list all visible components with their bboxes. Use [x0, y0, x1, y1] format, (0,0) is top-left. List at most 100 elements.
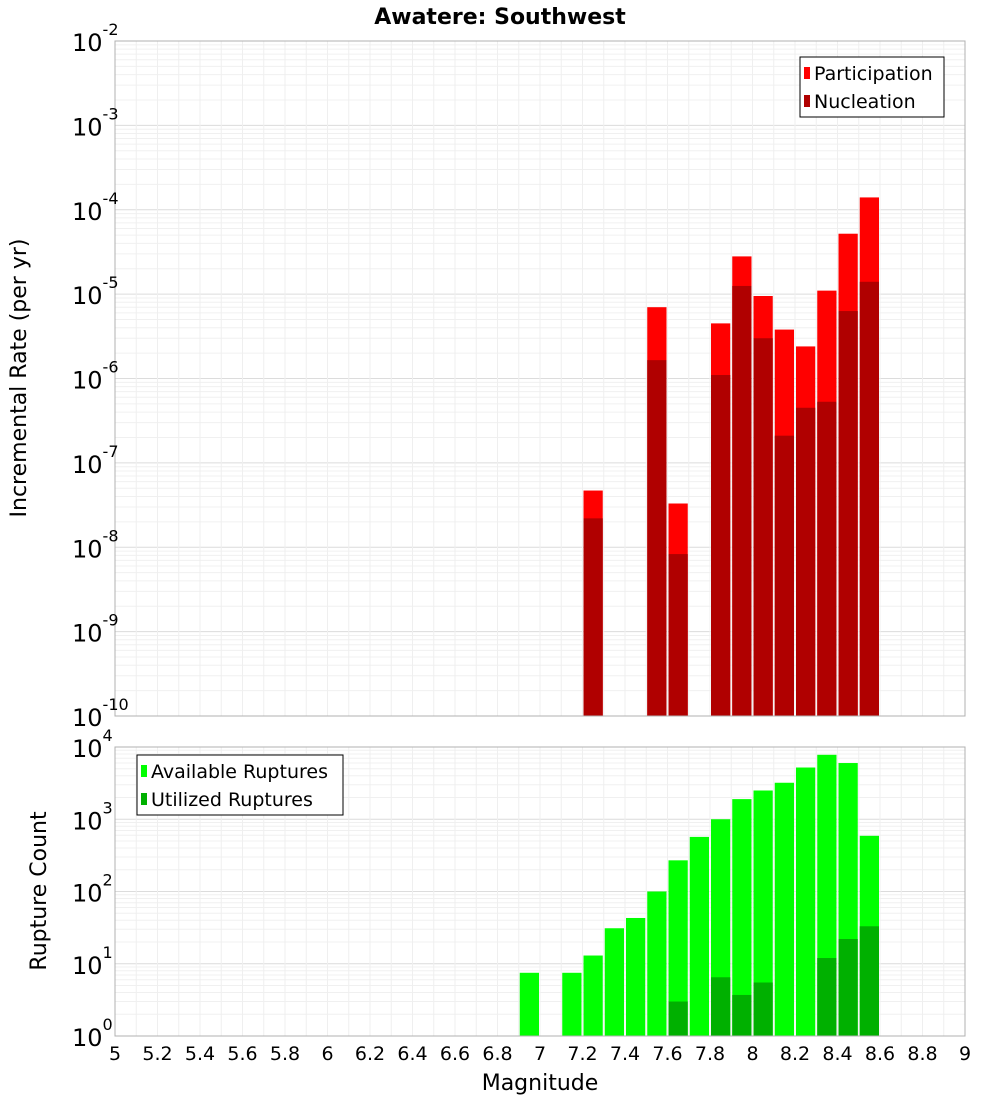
- y-tick-exponent: -3: [103, 104, 119, 123]
- y-tick-label: 102: [72, 871, 113, 908]
- count-bar-utilized-ruptures: [732, 994, 752, 1036]
- x-tick-label: 8: [746, 1043, 758, 1065]
- y-tick-label: 101: [72, 943, 113, 980]
- legend-swatch: [141, 765, 147, 777]
- legend-box: [136, 754, 344, 816]
- count-bar-utilized-ruptures: [859, 926, 879, 1036]
- count-bar-utilized-ruptures: [668, 1001, 688, 1036]
- x-tick-label: 6.2: [355, 1043, 385, 1065]
- count-bar-available-ruptures: [732, 799, 752, 1036]
- rate-bar-nucleation: [817, 401, 837, 716]
- count-bar-available-ruptures: [562, 972, 582, 1036]
- rate-bar-nucleation: [838, 311, 858, 716]
- x-tick-label: 6: [321, 1043, 333, 1065]
- x-tick-label: 5.6: [227, 1043, 257, 1065]
- y-tick-label: 10-3: [72, 104, 119, 141]
- count-bar-available-ruptures: [626, 917, 646, 1036]
- y-tick-exponent: 2: [103, 871, 113, 890]
- rate-bar-nucleation: [774, 435, 794, 716]
- plot-frame: [114, 40, 966, 717]
- y-tick-label: 10-7: [72, 442, 119, 479]
- y-tick-label: 10-8: [72, 526, 119, 563]
- count-bar-available-ruptures: [753, 790, 773, 1036]
- rate-plot: 10-10 10-9 10-8 10-7 10-6 10-5 10-4 10-3 10-2 Inc…: [7, 20, 966, 732]
- rate-bar-nucleation: [647, 360, 667, 716]
- y-tick-exponent: -7: [103, 442, 119, 461]
- legend-label: Participation: [814, 63, 933, 85]
- legend: Participation Nucleation: [799, 56, 945, 118]
- count-bar-available-ruptures: [796, 767, 816, 1036]
- y-tick-exponent: 3: [103, 798, 113, 817]
- count-bar-utilized-ruptures: [753, 982, 773, 1036]
- rate-bar-nucleation: [711, 375, 731, 716]
- y-tick-exponent: -2: [103, 20, 119, 39]
- y-tick-label: 100: [72, 1015, 113, 1052]
- y-tick-exponent: -10: [103, 695, 129, 714]
- y-tick-exponent: -4: [103, 189, 119, 208]
- rate-bar-nucleation: [859, 281, 879, 716]
- x-tick-label: 5.8: [270, 1043, 300, 1065]
- count-bar-available-ruptures: [668, 860, 688, 1036]
- x-tick-label: 5.2: [142, 1043, 172, 1065]
- x-tick-label: 6.4: [397, 1043, 427, 1065]
- x-tick-label: 8.2: [780, 1043, 810, 1065]
- count-bar-utilized-ruptures: [711, 977, 731, 1036]
- legend-swatch: [141, 793, 147, 805]
- count-bar-available-ruptures: [647, 891, 667, 1036]
- x-tick-label: 8.4: [822, 1043, 852, 1065]
- y-axis-label: Rupture Count: [27, 811, 52, 971]
- count-bar-utilized-ruptures: [838, 939, 858, 1036]
- chart-title: Awatere: Southwest: [374, 5, 626, 30]
- count-bar-available-ruptures: [774, 782, 794, 1036]
- legend-swatch: [804, 67, 810, 79]
- legend-label: Utilized Ruptures: [151, 789, 313, 811]
- y-tick-exponent: 0: [103, 1015, 113, 1034]
- y-tick-label: 10-4: [72, 189, 119, 226]
- x-tick-label: 7.2: [567, 1043, 597, 1065]
- count-bar-available-ruptures: [689, 836, 709, 1036]
- y-tick-exponent: -6: [103, 358, 119, 377]
- x-tick-label: 7.6: [652, 1043, 682, 1065]
- x-axis-label: Magnitude: [482, 1071, 599, 1096]
- count-bar-utilized-ruptures: [817, 958, 837, 1036]
- rate-bar-nucleation: [753, 338, 773, 716]
- x-tick-label: 8.8: [907, 1043, 937, 1065]
- rate-bar-nucleation: [668, 554, 688, 716]
- rate-bar-nucleation: [583, 518, 603, 716]
- legend-swatch: [804, 95, 810, 107]
- y-tick-exponent: -5: [103, 273, 119, 292]
- magnitude-axis: 5 5.2 5.4 5.6 5.8 6 6.2 6.4 6.6 6.8 7 7.2 7.4 7.6 7.8 8…: [109, 1043, 971, 1065]
- x-tick-label: 8.6: [865, 1043, 895, 1065]
- y-tick-label: 103: [72, 798, 113, 835]
- x-tick-label: 7.8: [695, 1043, 725, 1065]
- y-tick-label: 10-9: [72, 611, 119, 648]
- x-tick-label: 5.4: [185, 1043, 215, 1065]
- x-tick-label: 7.4: [610, 1043, 640, 1065]
- y-tick-label: 10-6: [72, 358, 119, 395]
- rupture-count-plot: 100 101 102 103 1 0 4 Rupture Count Available Ru…: [27, 726, 966, 1052]
- count-bar-available-ruptures: [583, 955, 603, 1036]
- y-tick-exponent: 1: [103, 943, 113, 962]
- count-bar-available-ruptures: [519, 972, 539, 1036]
- legend-label: Nucleation: [814, 91, 916, 113]
- count-bar-available-ruptures: [604, 928, 624, 1036]
- y-tick-label: 10-5: [72, 273, 119, 310]
- x-tick-label: 9: [959, 1043, 971, 1065]
- rate-bar-nucleation: [796, 407, 816, 716]
- plot-frame: [114, 746, 966, 1037]
- y-tick-label: 10-2: [72, 20, 119, 57]
- y-tick-label: 10-10: [72, 695, 129, 732]
- rate-bar-nucleation: [732, 285, 752, 716]
- x-tick-label: 7: [534, 1043, 546, 1065]
- x-tick-label: 6.6: [440, 1043, 470, 1065]
- y-tick-exponent: 4: [103, 726, 113, 745]
- legend: Available Ruptures Utilized Ruptures: [136, 754, 344, 816]
- y-tick-exponent: -8: [103, 526, 119, 545]
- legend-label: Available Ruptures: [151, 761, 328, 783]
- legend-box: [799, 56, 945, 118]
- x-tick-label: 5: [109, 1043, 121, 1065]
- y-tick-exponent: -9: [103, 611, 119, 630]
- y-axis-label: Incremental Rate (per yr): [7, 239, 32, 518]
- x-tick-label: 6.8: [482, 1043, 512, 1065]
